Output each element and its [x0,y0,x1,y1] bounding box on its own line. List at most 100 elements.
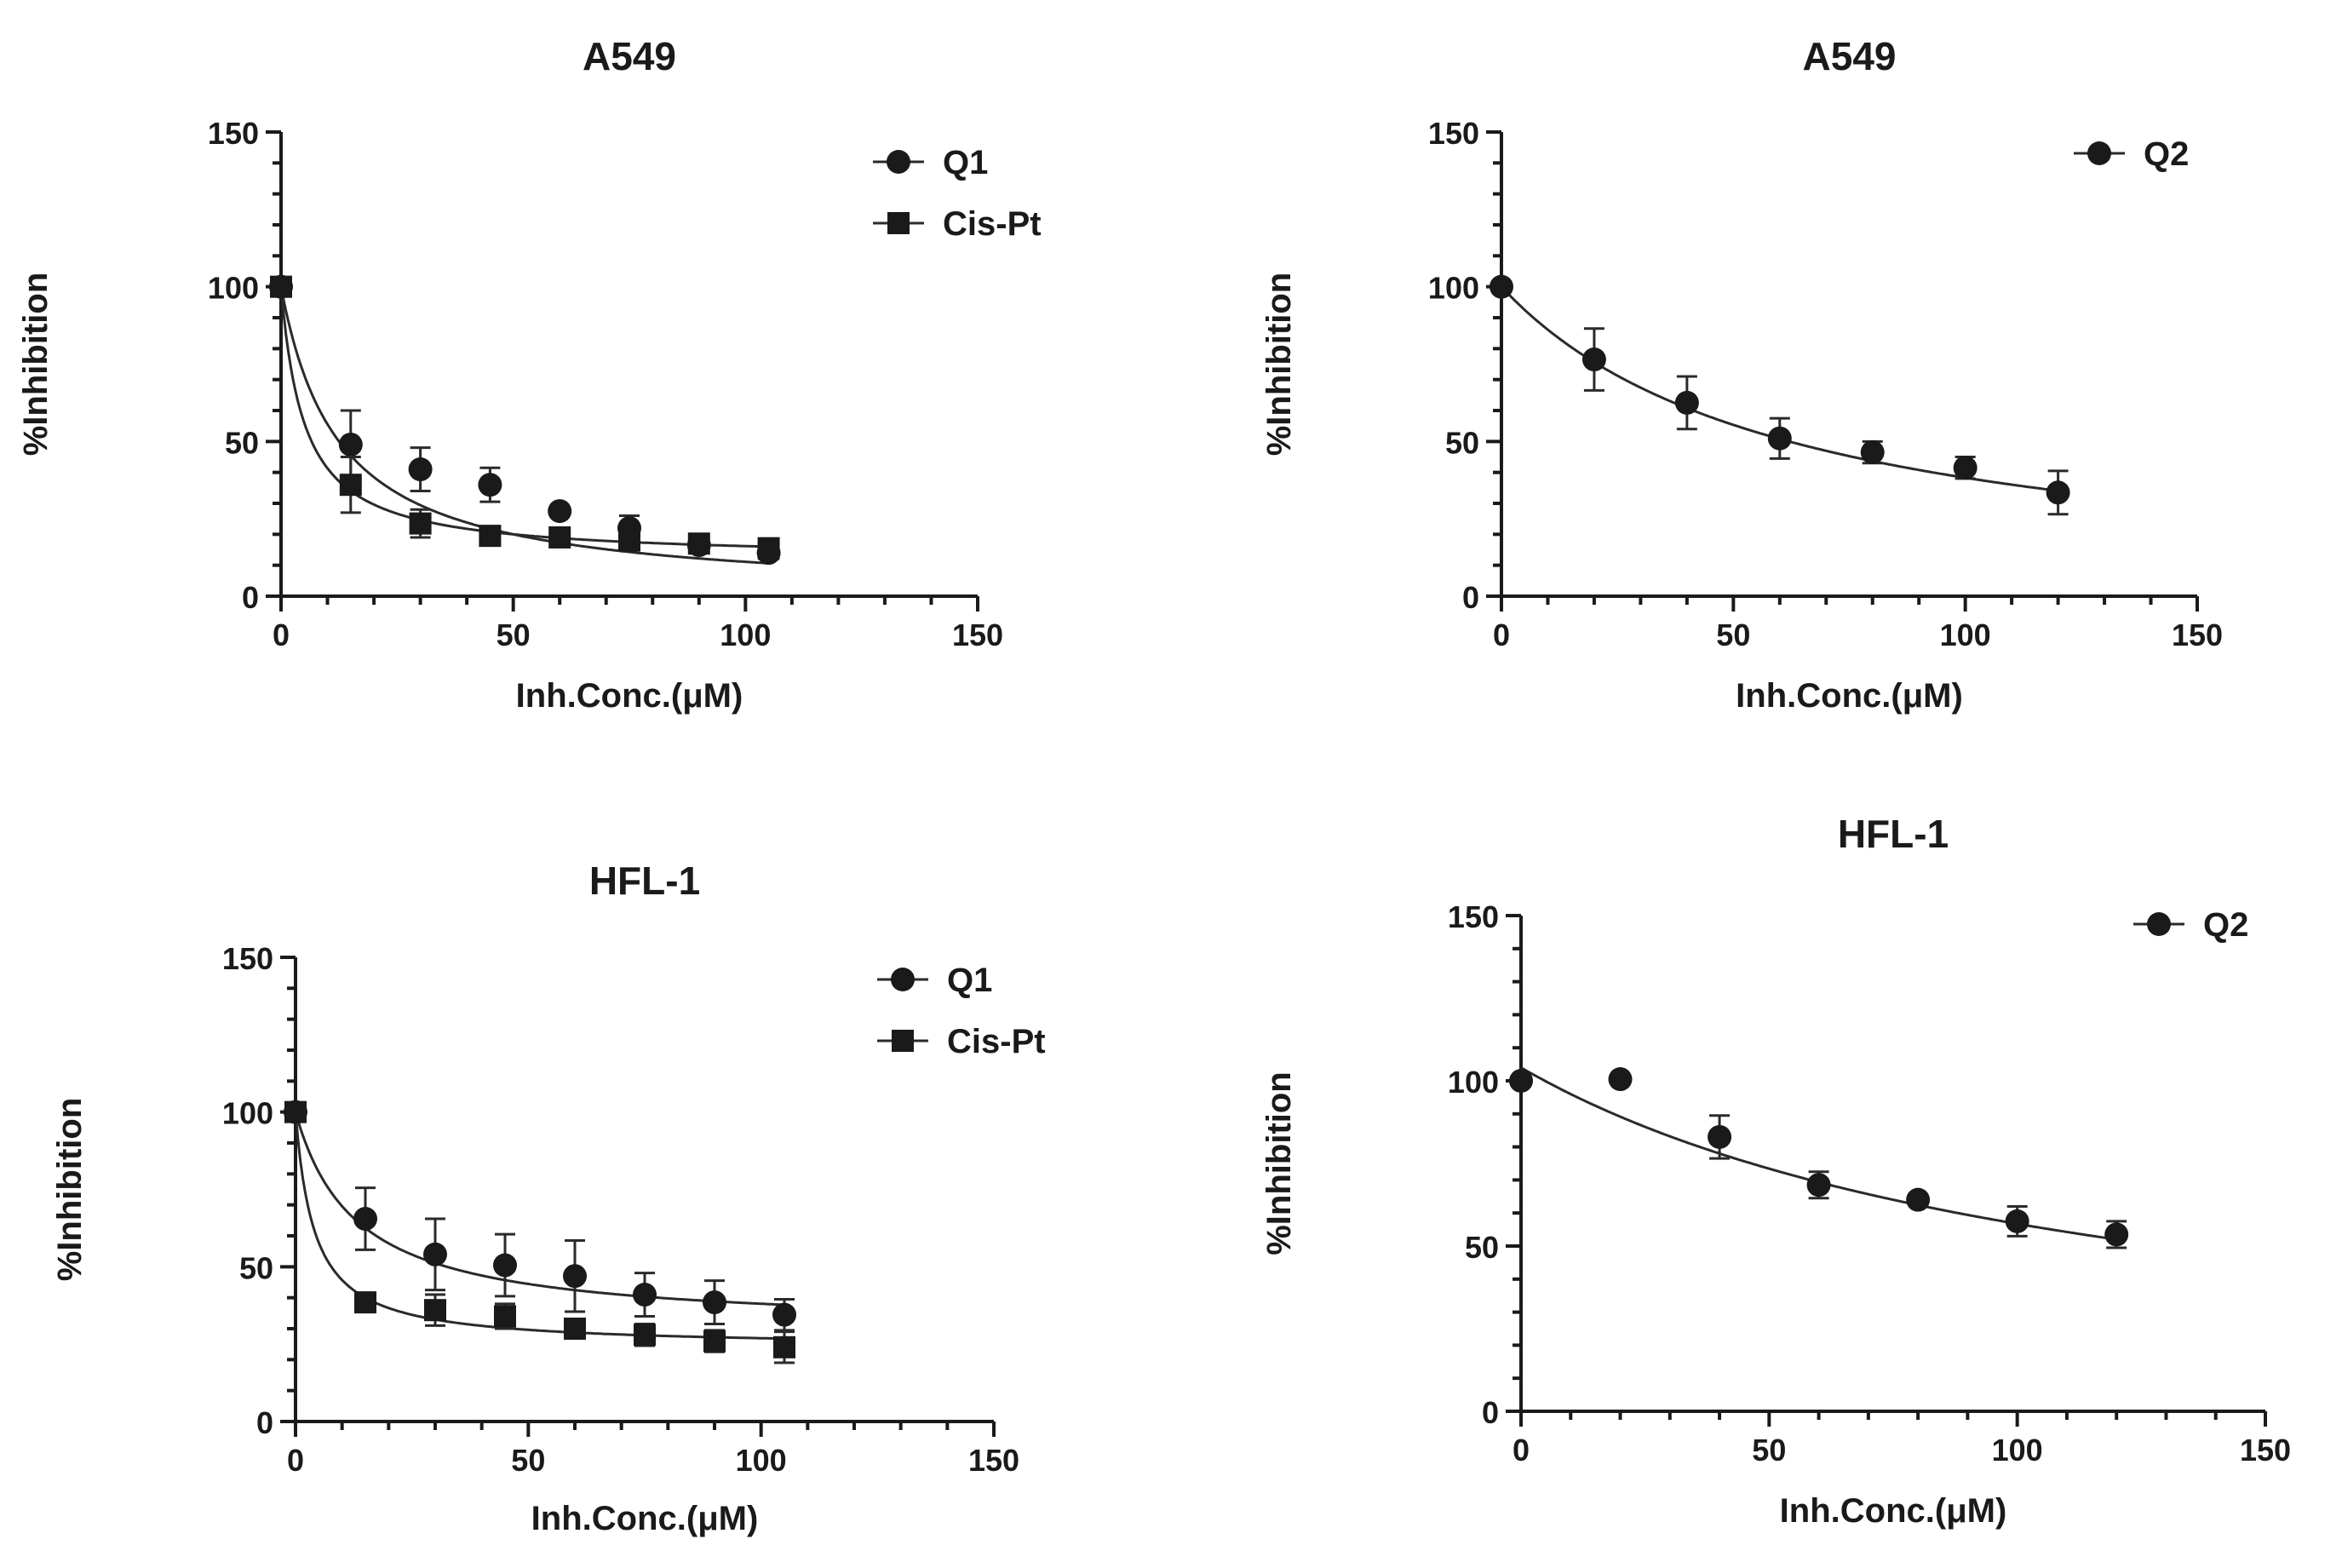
data-point [270,275,292,298]
x-tick-label: 150 [952,617,1003,652]
series-Cis-Pt [284,1100,795,1364]
legend-marker [891,968,915,991]
data-point [408,457,433,482]
y-tick-label: 150 [222,941,273,976]
y-axis-label: %Inhibition [17,273,55,457]
fit-curve [1500,285,2058,492]
x-axis-label: Inh.Conc.(μM) [1780,1492,2007,1530]
x-tick-label: 0 [1493,617,1510,652]
chart-panel-3: HFL-1 0 50 100 150 0 50 100 150 Inh.Conc.(μM) %Inh… [51,859,1046,1537]
x-tick-label: 0 [287,1443,304,1478]
data-point [338,432,363,457]
data-point [634,1324,656,1347]
x-axis-label: Inh.Conc.(μM) [1736,677,1963,715]
y-tick-label: 50 [1465,1230,1499,1265]
data-point [479,525,502,548]
data-point [1581,347,1606,372]
legend-label: Q2 [2144,135,2189,173]
data-point [703,1330,726,1353]
y-tick-label: 0 [1482,1395,1499,1430]
x-tick-label: 150 [968,1443,1019,1478]
x-tick-label: 0 [1513,1433,1530,1467]
y-axis-label: %Inhibition [1260,1071,1298,1255]
x-tick-label: 50 [1752,1433,1786,1467]
data-point [563,1264,587,1289]
x-tick-label: 100 [1940,617,1991,652]
data-point [339,474,362,497]
legend-label: Cis-Pt [943,205,1042,243]
y-tick-label: 100 [208,271,259,306]
data-point [423,1242,447,1266]
fit-curve [294,1111,785,1341]
legend-marker [2087,141,2111,165]
data-point [757,537,780,560]
x-tick-label: 150 [2240,1433,2291,1467]
legend-item-Q2: Q2 [2074,135,2189,173]
data-point [1767,426,1792,451]
data-point [548,526,571,549]
y-tick-label: 150 [208,116,259,151]
x-axis-label: Inh.Conc.(μM) [531,1500,759,1537]
x-tick-label: 0 [273,617,290,652]
data-point [1906,1187,1931,1212]
data-point [2046,480,2070,505]
data-point [494,1305,516,1328]
data-point [548,499,572,524]
legend-marker [892,1030,914,1052]
x-tick-label: 100 [736,1443,787,1478]
data-point [2005,1209,2029,1233]
data-point [478,473,502,497]
fit-curve [279,286,769,565]
fit-curve [279,286,769,549]
legend-marker [887,212,910,234]
series-Q1 [269,274,781,566]
data-point [564,1318,586,1340]
data-point [1860,440,1885,465]
y-tick-label: 0 [1462,580,1479,615]
chart-title: HFL-1 [589,859,700,903]
legend-item-Cis-Pt: Cis-Pt [877,1023,1046,1060]
data-point [1806,1173,1831,1198]
y-tick-label: 0 [256,1405,273,1440]
chart-panel-2: A549 0 50 100 150 0 50 100 150 Inh.Conc.(μM) %Inhi… [1260,34,2223,715]
x-tick-label: 150 [2172,617,2223,652]
y-tick-label: 0 [242,580,259,615]
y-axis-label: %Inhibition [1260,273,1298,457]
x-tick-label: 100 [1992,1433,2043,1467]
chart-title: A549 [1803,34,1897,78]
y-axis-label: %Inhibition [51,1098,89,1282]
legend-item-Q1: Q1 [877,962,992,999]
chart-title: A549 [583,34,676,78]
x-tick-label: 50 [511,1443,545,1478]
y-tick-label: 100 [1428,271,1479,306]
y-tick-label: 50 [1445,425,1479,460]
y-tick-label: 100 [222,1096,273,1131]
data-point [424,1299,446,1322]
x-tick-label: 50 [1716,617,1750,652]
data-point [773,1335,795,1358]
chart-panel-4: HFL-1 0 50 100 150 0 50 100 150 Inh.Conc.(μM) %Inh… [1260,812,2291,1530]
legend-marker [887,150,910,174]
legend-marker [2147,912,2171,936]
data-point [1490,274,1513,299]
legend-label: Q1 [947,962,992,999]
y-tick-label: 150 [1428,116,1479,151]
legend-item-Cis-Pt: Cis-Pt [873,205,1042,243]
legend-item-Q2: Q2 [2133,906,2248,944]
series-Cis-Pt [270,275,780,560]
series-Q2 [1509,1066,2129,1249]
data-point [493,1253,517,1278]
data-point [409,512,432,535]
data-point [618,529,640,552]
y-tick-label: 100 [1448,1065,1499,1100]
data-point [1608,1067,1633,1092]
legend-label: Q2 [2203,906,2248,944]
chart-title: HFL-1 [1838,812,1949,856]
data-point [284,1100,307,1123]
x-axis-label: Inh.Conc.(μM) [516,677,743,715]
data-point [354,1291,376,1314]
chart-panel-1: A549 0 50 100 150 0 50 100 150 Inh.Conc.(μM) %Inhi… [17,34,1042,715]
data-point [2104,1222,2129,1247]
y-tick-label: 50 [225,425,259,460]
